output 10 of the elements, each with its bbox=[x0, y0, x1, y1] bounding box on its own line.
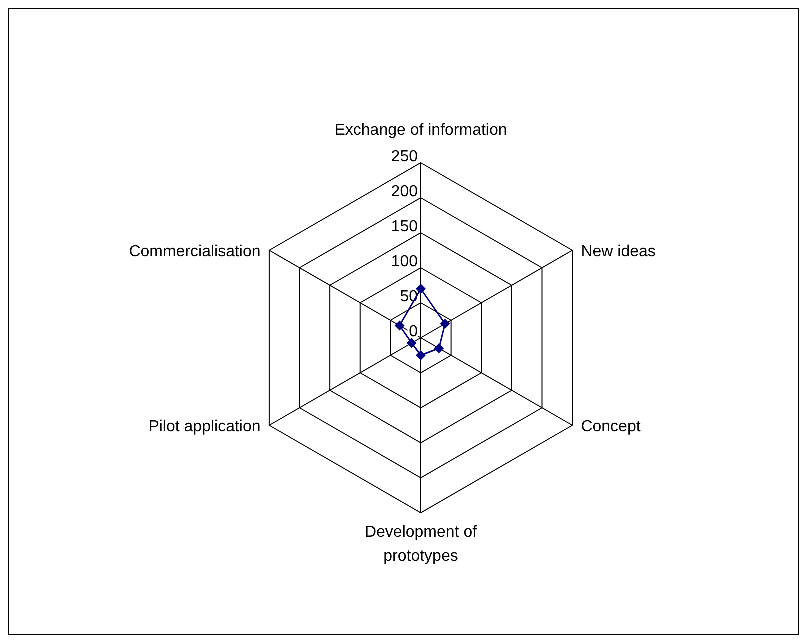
spoke-label: New ideas bbox=[581, 244, 656, 260]
y-tick-label: 100 bbox=[391, 254, 418, 271]
y-tick-label: 150 bbox=[391, 218, 418, 236]
spoke-label: Exchange of information bbox=[334, 122, 508, 139]
spoke-label: Concept bbox=[581, 418, 642, 436]
spoke-label: Commercialisation bbox=[129, 244, 261, 260]
y-tick-label: 250 bbox=[391, 148, 418, 166]
y-tick-label: 200 bbox=[391, 184, 418, 201]
spoke-label: Pilot application bbox=[148, 418, 261, 436]
spoke-label: Development of prototypes bbox=[364, 524, 478, 565]
